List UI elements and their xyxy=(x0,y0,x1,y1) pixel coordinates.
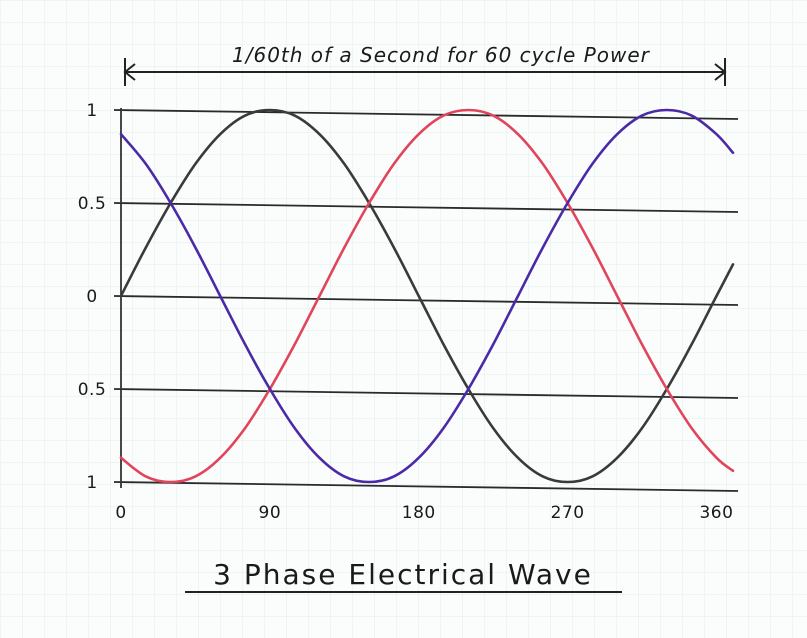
series-group xyxy=(119,108,735,484)
header-note-text: 1/60th of a Second for 60 cycle Power xyxy=(232,43,651,67)
x-tick-label: 90 xyxy=(259,503,282,523)
grid-line xyxy=(113,481,739,492)
header-arrow-right xyxy=(714,63,727,81)
chart-title: 3 Phase Electrical Wave xyxy=(185,558,622,593)
y-tick-label: 1 xyxy=(86,473,97,493)
x-tick-label: 360 xyxy=(699,503,733,523)
header-note: 1/60th of a Second for 60 cycle Power xyxy=(123,43,727,86)
grid-line xyxy=(113,295,739,306)
series-line-2 xyxy=(119,108,735,484)
series-line-1 xyxy=(119,108,735,484)
grid-line xyxy=(113,388,739,399)
x-tick-label: 0 xyxy=(115,503,126,523)
y-tick-label: 0.5 xyxy=(78,194,107,214)
y-tick-labels: 1 0.5 0 0.5 1 xyxy=(78,101,107,493)
grid-lines xyxy=(113,109,739,492)
x-tick-labels: 0 90 180 270 360 xyxy=(115,503,733,523)
y-tick-label: 1 xyxy=(86,101,97,121)
x-tick-label: 270 xyxy=(551,503,585,523)
header-arrow-left xyxy=(123,63,136,81)
grid-line xyxy=(113,202,739,213)
x-tick-label: 180 xyxy=(402,503,436,523)
chart-title-text: 3 Phase Electrical Wave xyxy=(213,558,593,591)
y-tick-label: 0 xyxy=(86,287,97,307)
y-tick-label: 0.5 xyxy=(78,380,107,400)
series-line-3 xyxy=(119,108,735,484)
grid-line xyxy=(113,109,739,120)
